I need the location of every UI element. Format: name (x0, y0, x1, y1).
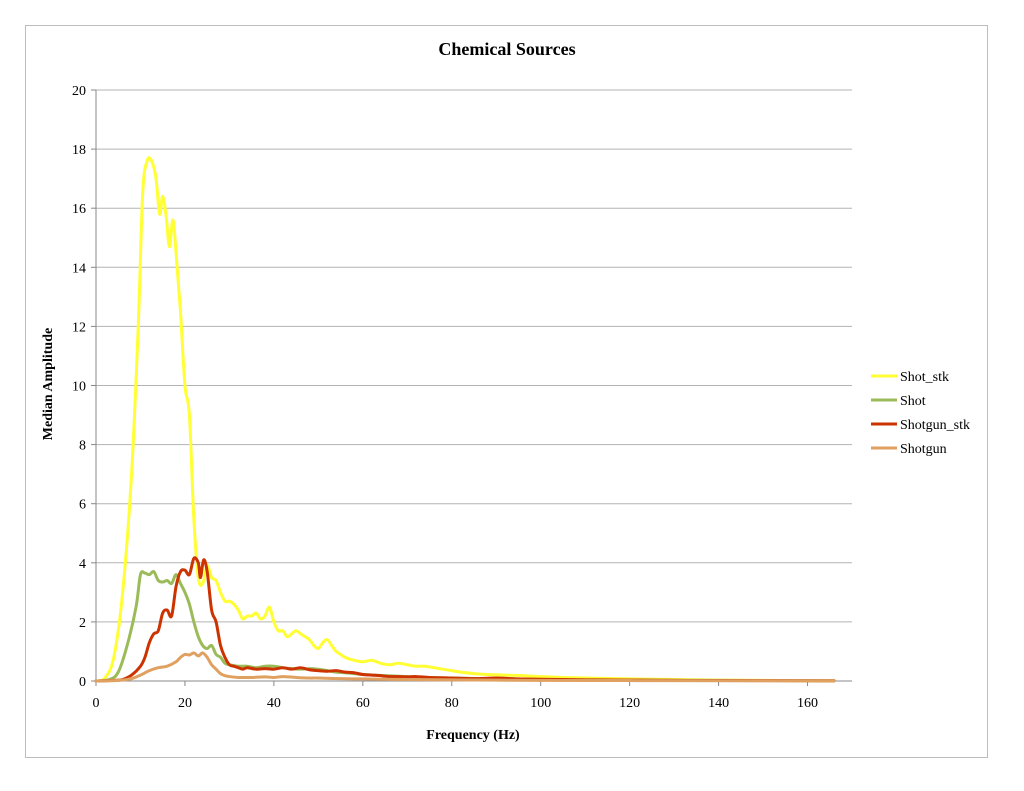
x-tick-label: 40 (267, 696, 281, 711)
x-tick-label: 100 (530, 696, 551, 711)
x-tick-label: 160 (797, 696, 818, 711)
y-tick-label: 2 (79, 616, 86, 631)
series-line-shot (94, 570, 836, 683)
chart-frame: Chemical Sources 0 2 4 6 8 10 12 14 16 18 20 0 20 40 6… (25, 25, 988, 758)
legend-label: Shot_stk (900, 370, 949, 385)
y-tick-label: 0 (79, 675, 86, 690)
y-tick-label: 10 (72, 380, 86, 395)
x-tick-label: 60 (356, 696, 370, 711)
chart: Chemical Sources 0 2 4 6 8 10 12 14 16 18 20 0 20 40 6… (41, 39, 970, 743)
x-tick-label: 140 (708, 696, 729, 711)
series-line-shotgun-stk (94, 556, 836, 683)
legend-label: Shotgun_stk (900, 418, 970, 433)
y-tick-label: 20 (72, 84, 86, 99)
y-tick-label: 14 (72, 261, 86, 276)
legend-item: Shot (871, 394, 926, 409)
chart-title: Chemical Sources (438, 39, 575, 59)
legend-label: Shot (900, 394, 926, 409)
x-tick-label: 20 (178, 696, 192, 711)
y-tick-label: 18 (72, 143, 86, 158)
axes (91, 89, 852, 686)
y-axis-label: Median Amplitude (41, 328, 56, 440)
legend-label: Shotgun (900, 442, 947, 457)
grid-lines (96, 89, 852, 623)
y-tick-label: 12 (72, 320, 86, 335)
legend-item: Shot_stk (871, 370, 949, 385)
x-axis-label: Frequency (Hz) (426, 728, 520, 743)
y-tick-label: 4 (79, 557, 86, 572)
series-lines (94, 156, 836, 683)
x-tick-label: 0 (93, 696, 100, 711)
x-tick-label: 120 (619, 696, 640, 711)
legend-item: Shotgun (871, 442, 947, 457)
series-line-shot-stk (94, 156, 836, 683)
y-tick-label: 16 (72, 202, 86, 217)
x-tick-label: 80 (445, 696, 459, 711)
y-tick-label: 6 (79, 498, 86, 513)
legend: Shot_stk Shot Shotgun_stk Shotgun (871, 370, 970, 457)
tick-labels: 0 2 4 6 8 10 12 14 16 18 20 0 20 40 60 80 100 120 140 160 (72, 84, 818, 711)
y-tick-label: 8 (79, 439, 86, 454)
series-line-shotgun (94, 651, 836, 683)
legend-item: Shotgun_stk (871, 418, 970, 433)
